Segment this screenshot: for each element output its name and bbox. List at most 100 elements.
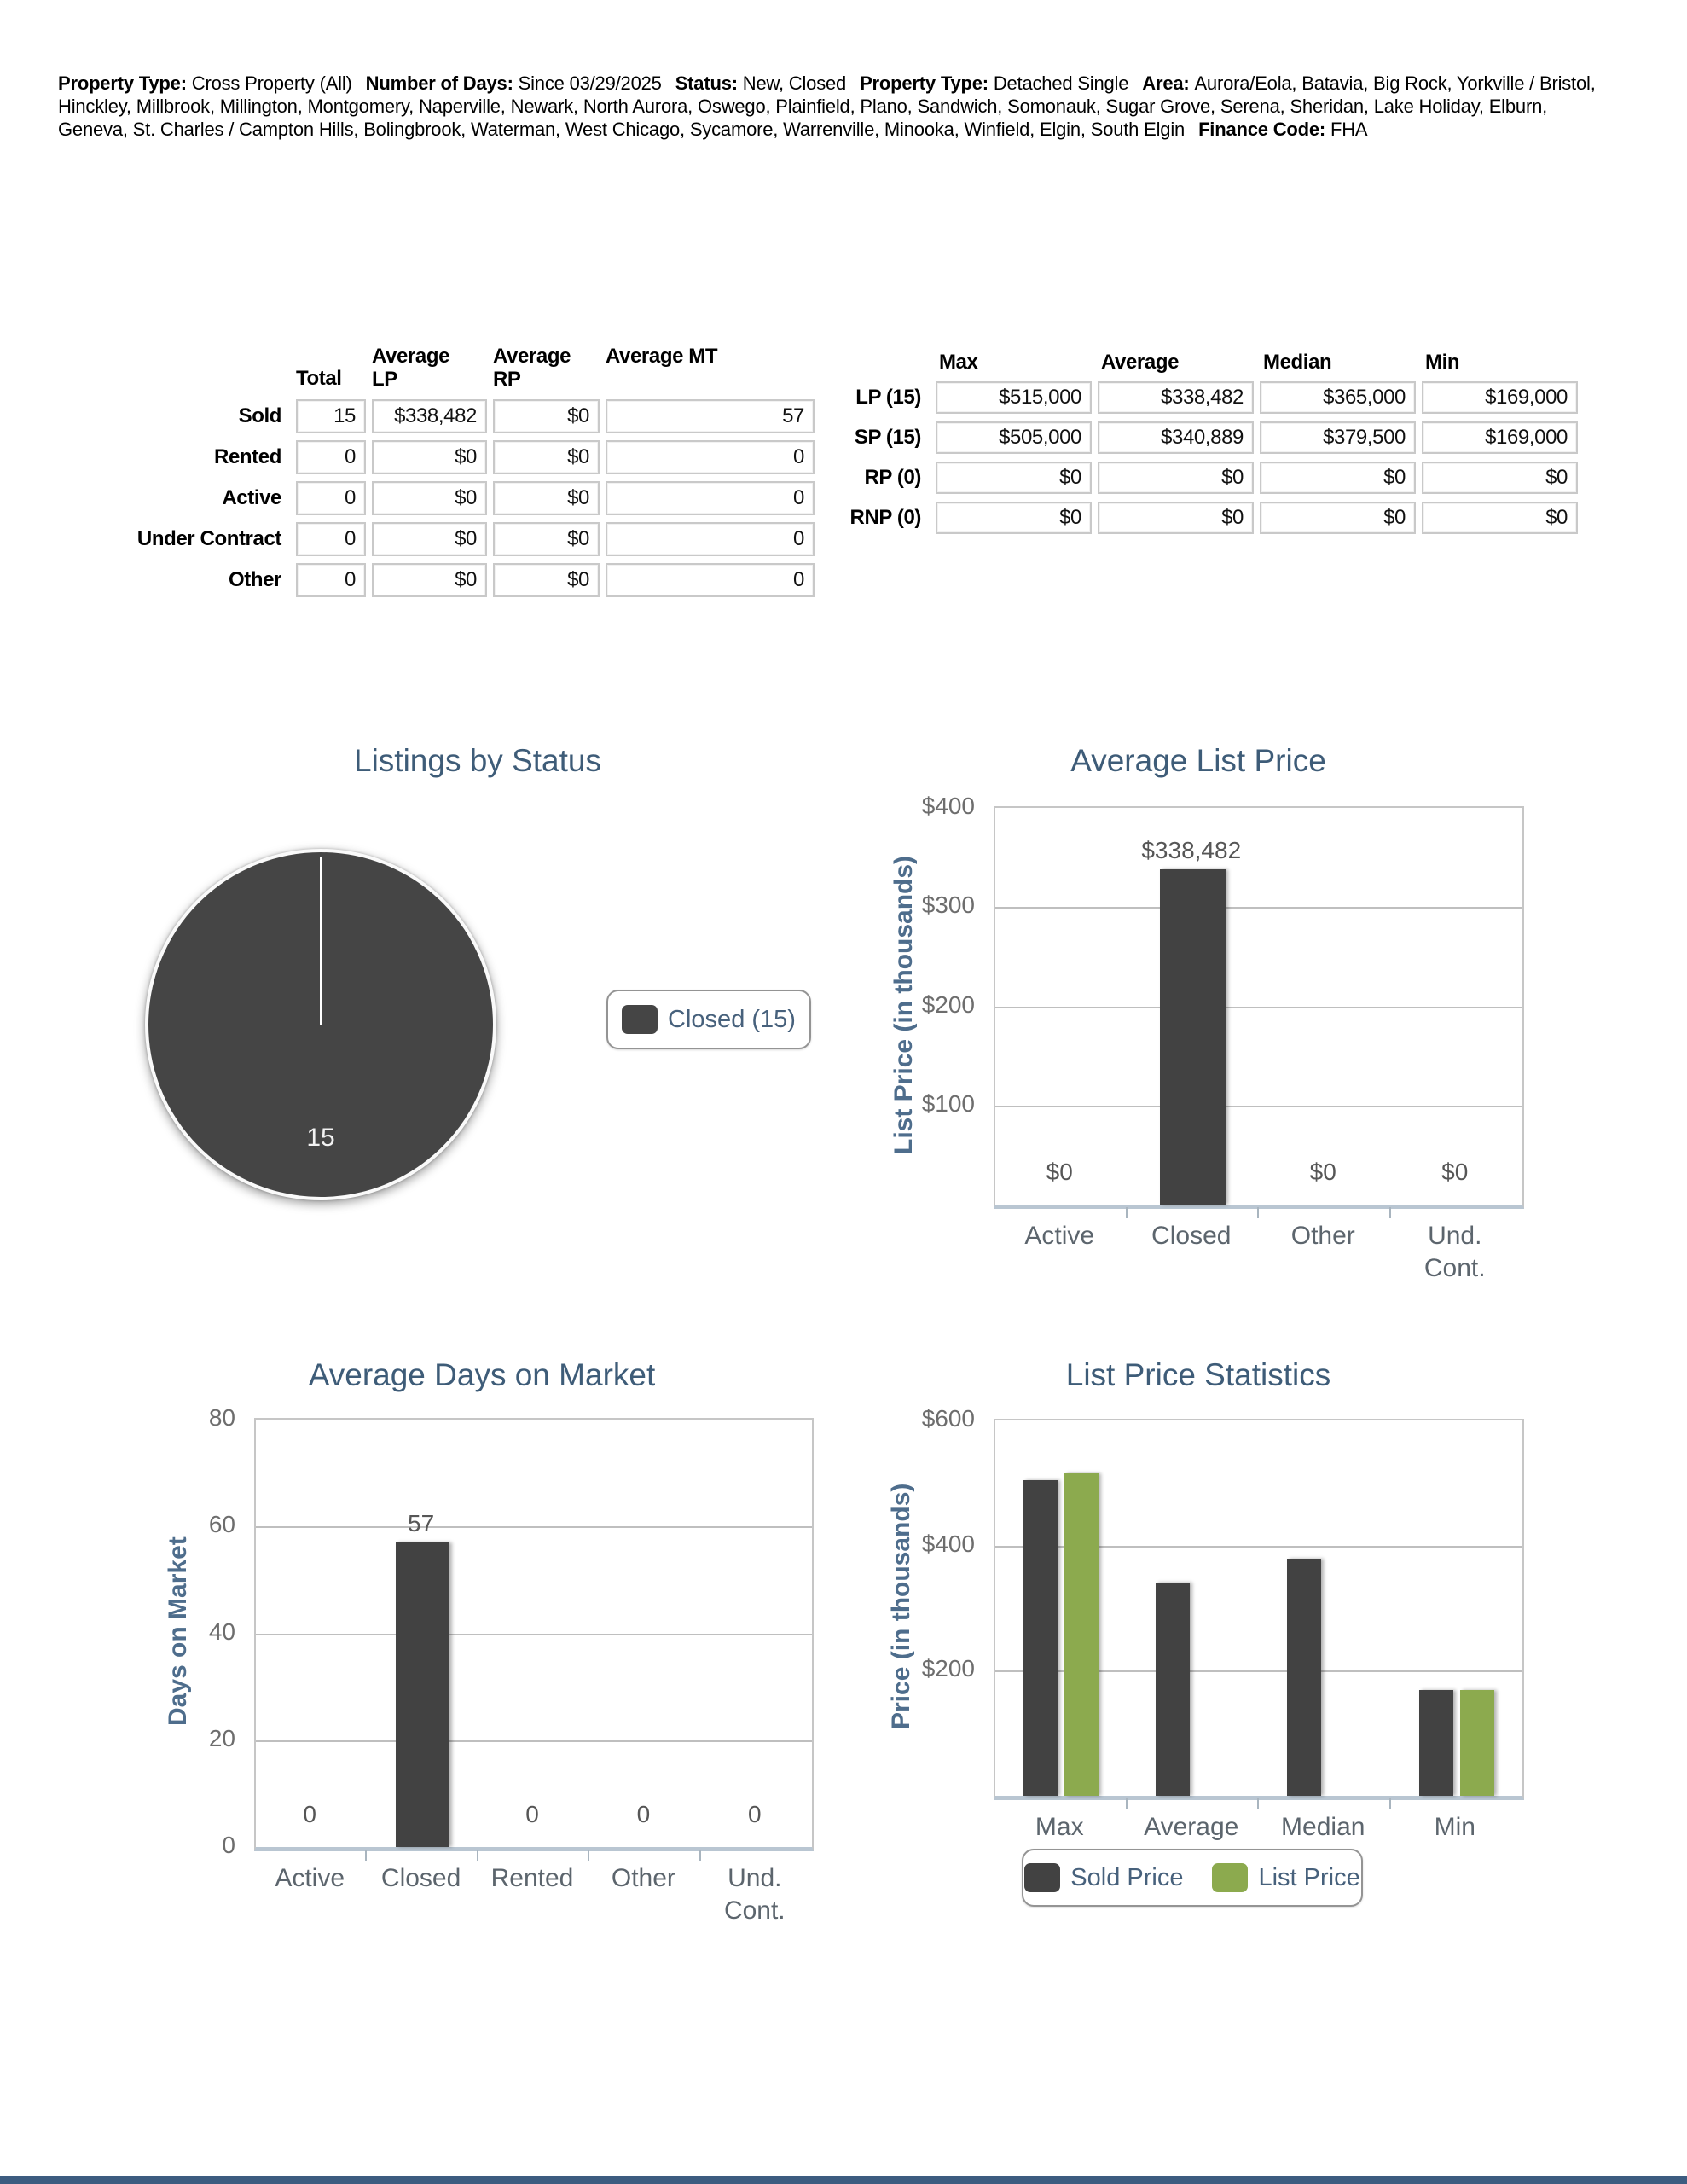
chart-title: Average List Price xyxy=(1070,743,1326,778)
x-category-label: Other xyxy=(1290,1222,1355,1250)
row-label: Under Contract xyxy=(136,527,281,550)
criteria-value: Detached Single xyxy=(993,73,1129,94)
column-header: Median xyxy=(1263,351,1332,374)
table-cell: 57 xyxy=(606,399,815,433)
price-statistics-table: Max Average Median Min LP (15) $515,000 $338,4… xyxy=(832,345,1578,534)
pie-slice-divider xyxy=(320,857,322,1025)
criteria-label: Status: xyxy=(675,73,743,94)
row-label: RP (0) xyxy=(864,466,921,489)
series-legend: Sold Price List Price xyxy=(1022,1849,1363,1907)
table-cell: $169,000 xyxy=(1422,421,1578,454)
pie-closed-slice: 15 xyxy=(145,849,496,1200)
gridline xyxy=(995,907,1522,909)
row-label: SP (15) xyxy=(854,426,922,449)
table-cell: $0 xyxy=(1422,502,1578,534)
table-corner xyxy=(98,345,290,392)
criteria-value: New, Closed xyxy=(742,73,847,94)
bar-value-label: 57 xyxy=(408,1510,435,1537)
table-cell: $0 xyxy=(493,440,600,474)
x-axis-tick xyxy=(476,1850,478,1861)
table-cell: $0 xyxy=(372,481,487,515)
y-tick-label: $200 xyxy=(921,990,975,1018)
legend-label: Closed (15) xyxy=(668,1005,796,1033)
y-axis-label: Price (in thousands) xyxy=(887,1483,915,1730)
legend-label: Sold Price xyxy=(1070,1863,1184,1891)
criteria-label: Finance Code: xyxy=(1198,119,1330,140)
legend-item: Closed (15) xyxy=(622,1005,796,1034)
x-axis-tick xyxy=(699,1850,701,1861)
chart-title: List Price Statistics xyxy=(1065,1357,1331,1392)
bar xyxy=(1155,1583,1190,1796)
criteria-segment: Property Type: Detached Single xyxy=(860,73,1128,94)
listings-by-status-chart: Listings by Status 15 Closed (15) xyxy=(124,738,832,1327)
bar xyxy=(1287,1558,1322,1796)
gridline xyxy=(995,1006,1522,1008)
bar-value-label: 0 xyxy=(636,1801,651,1827)
status-summary-table: Total Average LP Average RP Average MT Sold 1… xyxy=(98,345,815,597)
table-cell: 15 xyxy=(296,399,366,433)
row-label: Sold xyxy=(238,404,282,427)
gridline xyxy=(256,1633,812,1635)
table-cell: $0 xyxy=(1098,502,1254,534)
report-criteria-header: Property Type: Cross Property (All) Numbe… xyxy=(58,72,1610,141)
y-tick-label: 20 xyxy=(208,1724,235,1751)
gridline xyxy=(995,1545,1522,1548)
x-axis-tick xyxy=(1388,1207,1391,1218)
criteria-value: Aurora/Eola, Batavia, Big Rock, Yorkvill… xyxy=(58,73,1596,140)
table-cell: 0 xyxy=(606,440,815,474)
legend-label: List Price xyxy=(1258,1863,1360,1891)
y-tick-label: 0 xyxy=(222,1832,235,1858)
x-category-label: Median xyxy=(1281,1813,1365,1841)
plot-area xyxy=(254,1418,814,1851)
bar xyxy=(1064,1473,1099,1796)
bar-value-label: $0 xyxy=(1046,1159,1073,1185)
table-cell: $0 xyxy=(493,522,600,556)
table-cell: 0 xyxy=(296,481,366,515)
criteria-segment: Number of Days: Since 03/29/2025 xyxy=(366,73,662,94)
table-cell: $0 xyxy=(493,481,600,515)
bar-value-label: 0 xyxy=(303,1801,316,1827)
table-cell: $0 xyxy=(1098,462,1254,494)
table-cell: $0 xyxy=(372,563,487,597)
gridline xyxy=(256,1526,812,1529)
bar-value-label: $0 xyxy=(1309,1159,1336,1185)
bar-value-label: $338,482 xyxy=(1141,836,1242,863)
pie-legend: Closed (15) xyxy=(606,990,811,1049)
table-cell: $338,482 xyxy=(1098,381,1254,414)
gridline xyxy=(995,1670,1522,1673)
row-label: Active xyxy=(222,486,281,509)
closed-swatch-icon xyxy=(622,1005,658,1034)
y-tick-label: $600 xyxy=(921,1405,975,1432)
x-category-label: Rented xyxy=(490,1864,574,1892)
plot-area xyxy=(994,1419,1524,1800)
table-cell: $0 xyxy=(493,563,600,597)
x-axis-tick xyxy=(588,1850,590,1861)
plot-area xyxy=(994,806,1524,1209)
y-tick-label: $400 xyxy=(921,1530,975,1557)
bar xyxy=(396,1542,450,1847)
bar-value-label: $0 xyxy=(1441,1159,1469,1185)
x-axis-tick xyxy=(1125,1798,1128,1809)
table-cell: $505,000 xyxy=(936,421,1092,454)
x-category-label: Max xyxy=(1035,1813,1084,1841)
table-cell: 0 xyxy=(606,522,815,556)
table-cell: $169,000 xyxy=(1422,381,1578,414)
row-label: RNP (0) xyxy=(849,506,922,529)
gridline xyxy=(995,1105,1522,1107)
table-cell: $365,000 xyxy=(1260,381,1416,414)
criteria-value: FHA xyxy=(1330,119,1368,140)
table-cell: $0 xyxy=(1422,462,1578,494)
x-category-label: Average xyxy=(1144,1813,1239,1841)
y-tick-label: $400 xyxy=(921,793,975,819)
x-axis-tick xyxy=(365,1850,368,1861)
table-cell: $0 xyxy=(372,440,487,474)
table-cell: 0 xyxy=(606,481,815,515)
column-header: Total xyxy=(296,367,342,390)
table-cell: $340,889 xyxy=(1098,421,1254,454)
table-cell: $379,500 xyxy=(1260,421,1416,454)
gridline xyxy=(256,1740,812,1742)
average-list-price-chart: Average List Price List Price (in thousa… xyxy=(866,738,1531,1327)
x-category-label: Und. Cont. xyxy=(723,1864,786,1925)
x-category-label: Min xyxy=(1434,1813,1475,1841)
